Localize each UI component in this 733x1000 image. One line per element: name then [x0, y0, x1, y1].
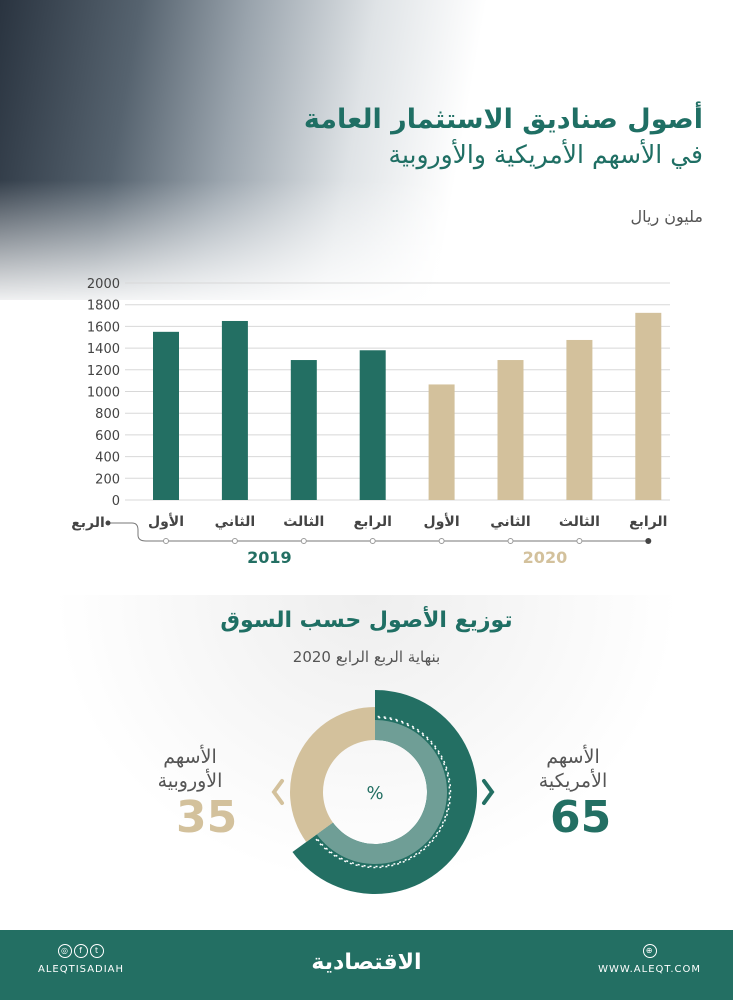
group-label-2019: 2019	[247, 548, 292, 567]
donut-inner-ring-us	[316, 720, 447, 864]
donut-title: توزيع الأصول حسب السوق	[220, 608, 513, 633]
timeline-dot	[300, 538, 307, 544]
bar-chart: 0 200 400 600 800 1000 1200 1400 1600 1800 2000 الأ…	[71, 277, 670, 567]
x-tick-label: الثالث	[283, 514, 324, 530]
group-label-2020: 2020	[523, 548, 568, 567]
donut-dotted-ring	[314, 715, 452, 869]
timeline-dot	[231, 538, 238, 544]
donut-chart: %	[271, 690, 495, 894]
x-tick-label: الرابع	[629, 514, 667, 530]
x-axis-label: الربع	[71, 515, 105, 531]
bar	[428, 384, 455, 500]
y-tick-label: 800	[95, 407, 120, 422]
instagram-icon[interactable]: ◎	[58, 944, 73, 958]
x-tick-label: الأول	[424, 513, 460, 530]
social-handle[interactable]: ALEQTISADIAH	[38, 964, 125, 975]
timeline-dot	[438, 538, 445, 544]
x-tick-label: الرابع	[354, 514, 392, 530]
timeline-dot	[163, 538, 169, 544]
y-tick-label: 200	[95, 472, 120, 487]
title-line1: أصول صناديق الاستثمار العامة	[303, 104, 703, 135]
y-tick-label: 1800	[87, 299, 120, 314]
eu-label: الأسهم الأوروبية	[157, 746, 223, 792]
timeline-dot	[507, 538, 514, 544]
header-fade	[0, 180, 733, 310]
y-tick-label: 400	[95, 451, 120, 466]
globe-icon: ⊕	[642, 944, 657, 958]
bar	[221, 320, 248, 500]
bar	[635, 312, 662, 500]
y-tick-label: 1200	[87, 364, 120, 379]
website-block: ⊕ WWW.ALEQT.COM	[598, 944, 701, 975]
y-tick-label: 600	[95, 429, 120, 444]
donut-slice-eu	[290, 707, 375, 842]
x-tick-label: الأول	[148, 513, 184, 530]
unit-label: مليون ريال	[630, 207, 703, 226]
facebook-icon[interactable]: f	[74, 944, 89, 958]
y-tick-label: 0	[112, 494, 120, 509]
timeline-dot	[369, 538, 376, 544]
y-tick-label: 1000	[87, 386, 120, 401]
x-tick-label: الثاني	[490, 514, 530, 530]
y-tick-label: 1600	[87, 320, 120, 335]
twitter-icon[interactable]: t	[90, 944, 105, 958]
donut-center-label: %	[366, 783, 383, 804]
timeline-dot	[576, 538, 583, 544]
timeline-line	[108, 522, 649, 542]
us-value: 65	[550, 792, 612, 843]
timeline-dot	[105, 520, 111, 526]
y-tick-label: 1400	[87, 342, 120, 357]
title-line2: في الأسهم الأمريكية والأوروبية	[388, 140, 703, 169]
donut-subtitle: بنهاية الربع الرابع 2020	[292, 648, 441, 666]
bar	[566, 339, 593, 500]
y-tick-label: 2000	[87, 277, 120, 292]
bar	[153, 331, 179, 500]
chevron-left-icon	[271, 779, 284, 805]
x-tick-label: الثالث	[559, 514, 600, 530]
footer: ◎ f t ALEQTISADIAH الاقتصادية ⊕ WWW.ALEQT.…	[0, 930, 733, 1000]
x-tick-label: الثاني	[215, 514, 255, 530]
chevron-right-icon	[482, 779, 495, 805]
us-label: الأسهم الأمريكية	[538, 746, 608, 792]
timeline-dot	[645, 538, 652, 544]
bar	[290, 360, 317, 500]
website-link[interactable]: WWW.ALEQT.COM	[598, 964, 701, 975]
eu-value: 35	[176, 792, 238, 843]
social-block: ◎ f t ALEQTISADIAH	[38, 944, 124, 975]
bar	[497, 360, 524, 500]
logo: الاقتصادية	[311, 950, 422, 975]
bar	[359, 350, 386, 500]
